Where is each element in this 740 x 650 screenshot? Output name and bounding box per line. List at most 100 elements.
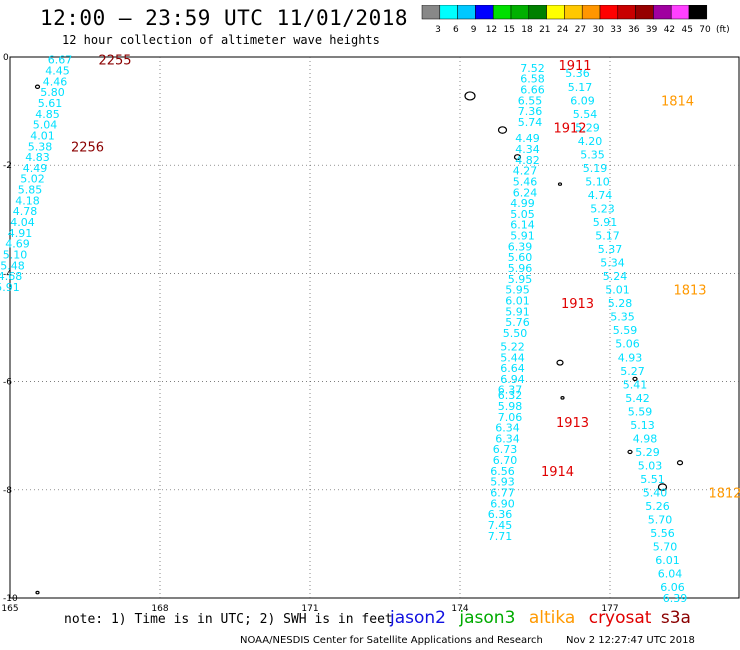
pass-time-label: 1911 — [558, 59, 591, 74]
swh-value: 4.98 — [633, 432, 658, 445]
pass-time-label: 1812 — [708, 487, 740, 502]
lon-tick-label: 174 — [451, 604, 468, 614]
legend-jason2: jason2 — [390, 608, 446, 628]
satellite-legend: jason2 jason3 altika cryosat s3a — [390, 608, 699, 628]
swh-value: 5.76 — [505, 316, 530, 329]
swh-value: 4.82 — [515, 154, 540, 167]
swh-value: 6.06 — [660, 581, 685, 594]
swh-value: 4.74 — [588, 189, 613, 202]
swh-value: 4.99 — [510, 197, 535, 210]
footer-timestamp: Nov 2 12:27:47 UTC 2018 — [566, 635, 695, 646]
swh-value: 6.01 — [655, 554, 680, 567]
swh-value: 5.35 — [610, 311, 635, 324]
swh-value: 6.39 — [663, 592, 688, 605]
swh-value: 4.01 — [30, 129, 55, 142]
footer: NOAA/NESDIS Center for Satellite Applica… — [240, 635, 695, 646]
swh-value: 5.48 — [0, 259, 25, 272]
lat-tick-label: -4 — [3, 269, 12, 279]
colorbar-label: (ft) — [716, 25, 730, 35]
swh-value: 6.37 — [498, 384, 523, 397]
swh-value: 6.70 — [493, 454, 518, 467]
island-outline — [557, 182, 563, 186]
swh-value: 6.39 — [508, 240, 533, 253]
lat-tick-label: -2 — [3, 161, 12, 171]
island-outline — [627, 449, 633, 455]
swh-value: 5.27 — [620, 365, 645, 378]
swh-value: 5.98 — [498, 400, 523, 413]
swh-value: 5.91 — [0, 281, 20, 294]
pass-time-label: 1913 — [556, 416, 589, 431]
swh-value: 5.35 — [580, 148, 605, 161]
swh-value: 6.66 — [520, 83, 545, 96]
lon-tick-label: 165 — [1, 604, 18, 614]
swh-value: 4.18 — [15, 194, 40, 207]
colorbar-label: 45 — [681, 25, 692, 35]
island-outline — [497, 126, 508, 134]
swh-value: 4.27 — [513, 165, 538, 178]
swh-value: 5.23 — [590, 202, 615, 215]
pass-time-label: 1814 — [661, 94, 694, 109]
swh-value: 5.29 — [575, 121, 600, 134]
swh-value: 4.91 — [8, 227, 33, 240]
island-outline — [464, 91, 476, 101]
pass-time-label: 1914 — [541, 465, 574, 480]
swh-value: 5.96 — [508, 262, 533, 275]
swh-value: 7.71 — [488, 530, 513, 543]
swh-value: 5.38 — [28, 140, 53, 153]
swh-value: 6.56 — [490, 465, 515, 478]
swh-value: 5.24 — [603, 270, 628, 283]
map-subtitle: 12 hour collection of altimeter wave hei… — [62, 33, 380, 47]
legend-s3a: s3a — [660, 608, 691, 628]
swh-value: 5.10 — [3, 248, 28, 261]
swh-value: 6.09 — [570, 94, 595, 107]
swh-value: 6.55 — [518, 94, 543, 107]
swh-value: 5.80 — [40, 86, 65, 99]
pass-time-label: 2256 — [71, 140, 104, 155]
swh-value: 4.93 — [618, 351, 643, 364]
swh-value: 5.28 — [608, 297, 633, 310]
swh-value: 4.46 — [43, 75, 68, 88]
swh-value: 5.17 — [568, 81, 593, 94]
swh-value: 6.34 — [495, 422, 520, 435]
pass-time-label: 1813 — [673, 284, 706, 299]
colorbar-label: 27 — [575, 25, 586, 35]
swh-value: 5.95 — [505, 284, 530, 297]
swh-value: 5.42 — [625, 392, 650, 405]
swh-value: 5.91 — [505, 305, 530, 318]
colorbar-label: 24 — [557, 25, 569, 35]
swh-value: 5.26 — [645, 500, 670, 513]
lon-tick-label: 168 — [151, 604, 168, 614]
island-outline — [560, 396, 565, 400]
swh-value: 5.34 — [600, 257, 625, 270]
swh-value: 5.22 — [500, 340, 525, 353]
footer-org: NOAA/NESDIS Center for Satellite Applica… — [240, 635, 543, 646]
swh-value: 6.04 — [658, 568, 683, 581]
swh-value: 4.20 — [578, 135, 603, 148]
swh-value: 5.85 — [18, 184, 43, 197]
pass-time-label: 1913 — [561, 297, 594, 312]
swh-value: 6.90 — [490, 497, 515, 510]
island-outline — [34, 84, 41, 89]
swh-value: 5.17 — [595, 230, 620, 243]
colorbar-label: 9 — [471, 25, 477, 35]
colorbar-swatch — [688, 5, 708, 20]
pass-time-label: 2255 — [98, 54, 131, 69]
colorbar-label: 39 — [646, 25, 658, 35]
swh-value: 7.06 — [498, 411, 523, 424]
colorbar-label: 70 — [699, 25, 711, 35]
swh-value: 5.40 — [643, 487, 668, 500]
swh-value: 5.36 — [565, 67, 590, 80]
swh-value: 4.34 — [515, 143, 540, 156]
map-frame — [9, 56, 740, 599]
swh-value: 4.68 — [0, 270, 22, 283]
swh-value: 5.70 — [648, 514, 673, 527]
legend-altika: altika — [528, 608, 576, 628]
swh-value: 6.24 — [513, 186, 538, 199]
colorbar-label: 15 — [503, 25, 514, 35]
swh-value: 5.54 — [573, 108, 598, 121]
colorbar-label: 18 — [521, 25, 533, 35]
swh-value: 6.77 — [490, 487, 515, 500]
colorbar-label: 21 — [539, 25, 550, 35]
swh-value: 4.78 — [13, 205, 38, 218]
